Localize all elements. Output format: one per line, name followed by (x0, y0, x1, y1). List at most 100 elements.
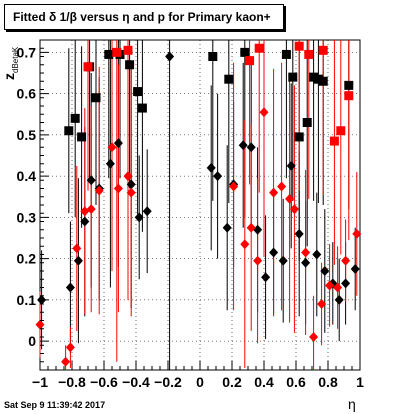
y-tick-label: 0.2 (17, 251, 37, 267)
grid (40, 40, 360, 370)
y-axis-label: zdBetaK (1, 47, 20, 80)
diamond-marker (240, 239, 250, 250)
diamond-marker (334, 294, 344, 305)
square-marker (123, 45, 133, 55)
markers (35, 41, 362, 367)
diamond-marker (286, 160, 296, 171)
diamond-marker (105, 158, 115, 169)
square-marker (294, 132, 304, 142)
diamond-marker (238, 140, 248, 151)
diamond-marker (107, 142, 117, 153)
diamond-marker (333, 282, 343, 293)
x-tick-label: −0.2 (154, 374, 182, 390)
x-tick-label: 0.6 (286, 374, 306, 390)
diamond-marker (317, 299, 327, 309)
diamond-marker (126, 187, 136, 198)
square-marker (304, 49, 314, 59)
square-marker (318, 45, 328, 55)
diamond-marker (246, 142, 256, 153)
diamond-marker (301, 247, 311, 258)
square-marker (112, 47, 122, 57)
x-tick-label: −0.8 (58, 374, 86, 390)
square-marker (64, 126, 74, 136)
diamond-marker (86, 204, 96, 215)
diamond-marker (312, 249, 322, 260)
square-marker (70, 113, 80, 123)
square-marker (344, 80, 354, 90)
diamond-marker (253, 255, 263, 266)
square-marker (254, 43, 264, 53)
square-marker (294, 41, 304, 51)
square-marker (318, 76, 328, 86)
footer-timestamp: Sat Sep 9 11:39:42 2017 (4, 400, 106, 410)
diamond-marker (65, 282, 75, 293)
square-marker (329, 136, 339, 146)
diamond-marker (246, 222, 256, 233)
square-marker (281, 49, 291, 59)
square-marker (302, 118, 312, 127)
square-marker (208, 52, 218, 61)
diamond-marker (123, 171, 133, 182)
square-marker (133, 87, 143, 97)
diamond-marker (165, 51, 175, 62)
diamond-marker (350, 263, 360, 274)
square-marker (137, 103, 147, 113)
title-box: Fitted δ 1/β versus η and p for Primary … (4, 4, 284, 30)
diamond-marker (341, 278, 351, 289)
x-axis-label: η (348, 396, 356, 412)
diamond-marker (206, 162, 216, 173)
diamond-marker (72, 243, 82, 254)
diamond-marker (259, 107, 269, 118)
diamond-marker (253, 224, 263, 235)
square-marker (83, 62, 93, 72)
square-marker (309, 72, 319, 82)
square-marker (125, 60, 135, 70)
diamond-marker (113, 138, 123, 149)
diamond-marker (73, 255, 83, 266)
square-marker (313, 74, 323, 84)
x-tick-label: 0.4 (254, 374, 274, 390)
x-tick-label: −1 (32, 374, 48, 390)
square-marker (240, 47, 250, 57)
diamond-marker (289, 204, 299, 215)
axes: −1 −0.8 −0.6 −0.4 −0.2 0 0.2 0.4 0.6 0.8 1 0 0.1 0.2 0… (17, 39, 364, 390)
diamond-marker (341, 255, 351, 266)
diamond-marker (352, 228, 362, 239)
y-axis-label-main: z (1, 73, 17, 80)
square-marker (245, 56, 255, 66)
diamond-marker (277, 181, 287, 192)
diamond-marker (61, 356, 71, 367)
diamond-marker (142, 206, 152, 217)
diamond-marker (261, 272, 271, 283)
y-tick-label: 0.4 (17, 168, 37, 184)
diamond-marker (229, 181, 239, 192)
diamond-marker (113, 183, 123, 194)
diamond-marker (309, 332, 319, 342)
square-marker (224, 74, 234, 84)
diamond-marker (35, 319, 45, 330)
y-axis-label-sub: dBetaK (10, 46, 20, 73)
diamond-marker (126, 179, 136, 190)
square-marker (104, 49, 114, 59)
diamond-marker (80, 216, 90, 227)
diamond-marker (269, 247, 279, 258)
x-tick-label: 1 (356, 374, 364, 390)
square-marker (91, 93, 101, 103)
x-tick-label: 0.8 (318, 374, 338, 390)
diamond-marker (285, 193, 295, 204)
chart-title: Fitted δ 1/β versus η and p for Primary … (13, 10, 271, 24)
y-tick-label: 0.3 (17, 209, 37, 225)
y-tick-label: 0.7 (17, 44, 37, 60)
diamond-marker (325, 280, 335, 291)
x-tick-label: −0.6 (90, 374, 118, 390)
y-tick-label: 0.1 (17, 292, 37, 308)
diamond-marker (86, 175, 96, 186)
y-tick-label: 0 (28, 333, 36, 349)
y-tick-label: 0.5 (17, 127, 37, 143)
diamond-marker (278, 255, 288, 266)
diamond-marker (94, 185, 104, 196)
diamond-marker (222, 222, 232, 233)
diamond-marker (269, 187, 279, 198)
square-marker (288, 72, 298, 82)
x-tick-label: 0 (196, 374, 204, 390)
